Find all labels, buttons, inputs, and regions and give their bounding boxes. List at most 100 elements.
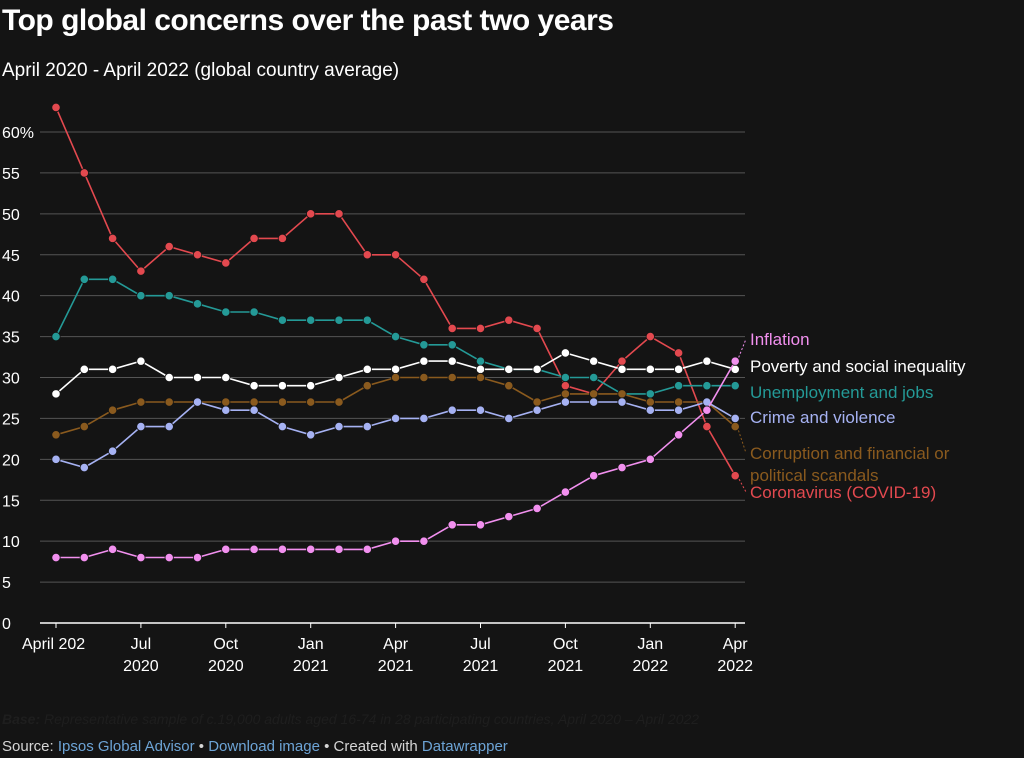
line-chart: 0 5 10 15 20 25 30 35 40 45 50 55 60% April 202 Jul 20…	[2, 102, 966, 675]
data-point	[645, 364, 655, 374]
data-point	[702, 405, 712, 415]
data-point	[447, 372, 457, 383]
data-point	[79, 274, 89, 284]
data-point	[108, 364, 118, 374]
data-point	[277, 233, 287, 243]
data-point	[79, 462, 89, 473]
data-point	[560, 397, 571, 407]
data-point	[673, 364, 684, 374]
data-point	[306, 315, 316, 325]
x-tick-label: Jan	[637, 636, 663, 653]
data-point	[475, 520, 486, 530]
data-point	[136, 266, 146, 276]
data-point	[51, 389, 61, 399]
y-tick-label: 15	[2, 493, 20, 510]
data-point	[390, 250, 401, 260]
series-end-label: Unemployment and jobs	[750, 383, 933, 402]
data-point	[645, 331, 655, 342]
series-end-label: Coronavirus (COVID-19)	[750, 483, 936, 502]
source-link[interactable]: Ipsos Global Advisor	[57, 738, 195, 755]
y-tick-label: 10	[2, 534, 20, 551]
data-point	[277, 421, 287, 432]
y-tick-label: 35	[2, 330, 20, 347]
y-tick-label: 5	[2, 575, 11, 592]
data-point	[192, 372, 203, 383]
data-point	[419, 274, 429, 284]
data-point	[306, 430, 316, 440]
x-tick-label: Oct	[553, 636, 578, 653]
notes-base-label: Base:	[2, 711, 41, 727]
data-point	[673, 405, 684, 415]
data-point	[419, 413, 429, 424]
data-point	[617, 364, 627, 374]
data-point	[645, 454, 655, 464]
series-end-label: Poverty and social inequality	[750, 357, 966, 376]
data-point	[136, 356, 146, 366]
x-tick-label: Jul	[470, 636, 490, 653]
data-point	[532, 503, 542, 514]
data-point	[221, 405, 231, 415]
created-with-label: Created with	[333, 738, 422, 755]
x-tick-label: Apr	[723, 636, 749, 653]
data-point	[447, 356, 457, 366]
data-point	[277, 544, 287, 554]
data-point	[108, 233, 118, 243]
data-point	[673, 381, 684, 391]
y-tick-label: 45	[2, 248, 20, 265]
series-end-labels: Inflation Poverty and social inequality Un…	[750, 330, 966, 502]
x-tick-label: 2020	[208, 658, 244, 675]
data-point	[475, 372, 486, 383]
data-point	[51, 552, 61, 563]
data-point	[589, 356, 599, 366]
chart-subtitle: April 2020 - April 2022 (global country …	[2, 60, 400, 81]
download-image-link[interactable]: Download image	[208, 738, 320, 755]
x-tick-label: 2022	[717, 658, 753, 675]
x-tick-label: 2021	[463, 658, 499, 675]
x-tick-label: 2021	[378, 658, 414, 675]
data-point	[419, 536, 429, 546]
data-point	[221, 307, 231, 317]
data-point	[192, 250, 203, 260]
data-point	[362, 544, 372, 554]
y-tick-label: 25	[2, 411, 20, 428]
data-point	[164, 397, 174, 407]
data-point	[730, 471, 740, 481]
data-point	[164, 552, 174, 563]
data-point	[306, 397, 316, 407]
data-point	[419, 372, 429, 383]
data-point	[164, 372, 174, 383]
data-point	[362, 315, 372, 325]
data-point	[390, 372, 401, 383]
data-point	[221, 372, 231, 383]
data-point	[504, 315, 514, 325]
source-label: Source:	[2, 738, 58, 755]
data-point	[79, 421, 89, 432]
footer-separator: •	[194, 738, 209, 755]
data-point	[504, 381, 514, 391]
data-point	[362, 364, 372, 374]
data-point	[51, 454, 61, 464]
data-point	[164, 291, 174, 301]
data-point	[673, 430, 684, 440]
datawrapper-link[interactable]: Datawrapper	[421, 738, 508, 755]
y-tick-label: 40	[2, 289, 20, 306]
data-point	[108, 446, 118, 456]
data-point	[504, 512, 514, 522]
data-point	[475, 405, 486, 415]
notes-base-text: Representative sample of c.19,000 adults…	[40, 711, 700, 727]
data-point	[192, 299, 203, 309]
label-connector	[736, 475, 747, 493]
data-point	[108, 405, 118, 415]
data-point	[730, 413, 740, 424]
data-point	[702, 421, 712, 432]
data-point	[164, 421, 174, 432]
data-point	[51, 430, 61, 440]
x-tick-label: 2022	[633, 658, 669, 675]
x-tick-label: Jan	[298, 636, 324, 653]
data-point	[306, 544, 316, 554]
data-point	[79, 364, 89, 374]
data-point	[589, 389, 599, 399]
data-point	[589, 372, 599, 383]
data-point	[221, 397, 231, 407]
data-point	[51, 331, 61, 342]
